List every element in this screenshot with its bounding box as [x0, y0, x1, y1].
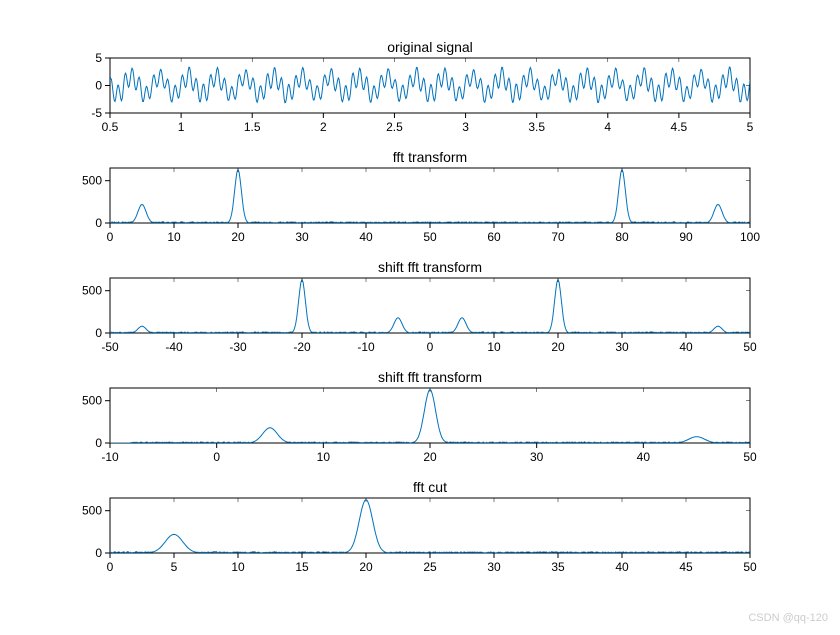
svg-text:30: 30 — [530, 450, 544, 464]
svg-text:-20: -20 — [293, 340, 311, 354]
svg-text:2: 2 — [320, 120, 327, 134]
svg-text:20: 20 — [551, 340, 565, 354]
svg-text:-10: -10 — [101, 450, 119, 464]
svg-text:80: 80 — [615, 230, 629, 244]
svg-text:0: 0 — [107, 560, 114, 574]
svg-text:30: 30 — [615, 340, 629, 354]
svg-text:0: 0 — [107, 230, 114, 244]
svg-text:40: 40 — [615, 560, 629, 574]
figure-container: original signal0.511.522.533.544.55-505f… — [0, 0, 840, 630]
svg-text:-30: -30 — [229, 340, 247, 354]
svg-text:5: 5 — [95, 51, 102, 65]
svg-text:-50: -50 — [101, 340, 119, 354]
svg-text:-40: -40 — [165, 340, 183, 354]
svg-text:45: 45 — [679, 560, 693, 574]
svg-text:3.5: 3.5 — [528, 120, 545, 134]
svg-text:70: 70 — [551, 230, 565, 244]
svg-text:original signal: original signal — [387, 39, 473, 55]
svg-text:40: 40 — [679, 340, 693, 354]
svg-text:1.5: 1.5 — [244, 120, 261, 134]
svg-text:-10: -10 — [357, 340, 375, 354]
svg-text:500: 500 — [82, 174, 102, 188]
svg-text:15: 15 — [295, 560, 309, 574]
svg-text:4.5: 4.5 — [671, 120, 688, 134]
svg-text:20: 20 — [423, 450, 437, 464]
svg-text:30: 30 — [295, 230, 309, 244]
svg-text:shift fft transform: shift fft transform — [378, 369, 482, 385]
svg-text:0: 0 — [95, 436, 102, 450]
svg-text:40: 40 — [637, 450, 651, 464]
svg-text:fft cut: fft cut — [413, 479, 447, 495]
svg-text:500: 500 — [82, 504, 102, 518]
svg-text:60: 60 — [487, 230, 501, 244]
svg-text:50: 50 — [743, 560, 757, 574]
figure-svg: original signal0.511.522.533.544.55-505f… — [0, 0, 840, 630]
svg-text:50: 50 — [743, 450, 757, 464]
svg-text:0: 0 — [95, 326, 102, 340]
svg-text:90: 90 — [679, 230, 693, 244]
svg-text:0.5: 0.5 — [102, 120, 119, 134]
svg-text:10: 10 — [487, 340, 501, 354]
svg-text:20: 20 — [359, 560, 373, 574]
svg-text:fft transform: fft transform — [393, 149, 467, 165]
svg-text:100: 100 — [740, 230, 760, 244]
svg-text:500: 500 — [82, 394, 102, 408]
svg-text:0: 0 — [95, 216, 102, 230]
svg-text:3: 3 — [462, 120, 469, 134]
svg-text:500: 500 — [82, 284, 102, 298]
svg-text:5: 5 — [747, 120, 754, 134]
svg-text:0: 0 — [427, 340, 434, 354]
svg-text:1: 1 — [178, 120, 185, 134]
svg-text:10: 10 — [167, 230, 181, 244]
svg-text:0: 0 — [95, 546, 102, 560]
watermark-text: CSDN @qq-120 — [748, 612, 828, 624]
svg-text:-5: -5 — [91, 106, 102, 120]
svg-text:shift fft transform: shift fft transform — [378, 259, 482, 275]
svg-text:40: 40 — [359, 230, 373, 244]
svg-text:0: 0 — [95, 79, 102, 93]
svg-text:35: 35 — [551, 560, 565, 574]
svg-text:2.5: 2.5 — [386, 120, 403, 134]
svg-text:25: 25 — [423, 560, 437, 574]
svg-text:50: 50 — [423, 230, 437, 244]
svg-text:0: 0 — [213, 450, 220, 464]
svg-text:20: 20 — [231, 230, 245, 244]
svg-text:30: 30 — [487, 560, 501, 574]
svg-text:10: 10 — [231, 560, 245, 574]
svg-text:5: 5 — [171, 560, 178, 574]
svg-text:4: 4 — [604, 120, 611, 134]
svg-text:10: 10 — [317, 450, 331, 464]
svg-text:50: 50 — [743, 340, 757, 354]
